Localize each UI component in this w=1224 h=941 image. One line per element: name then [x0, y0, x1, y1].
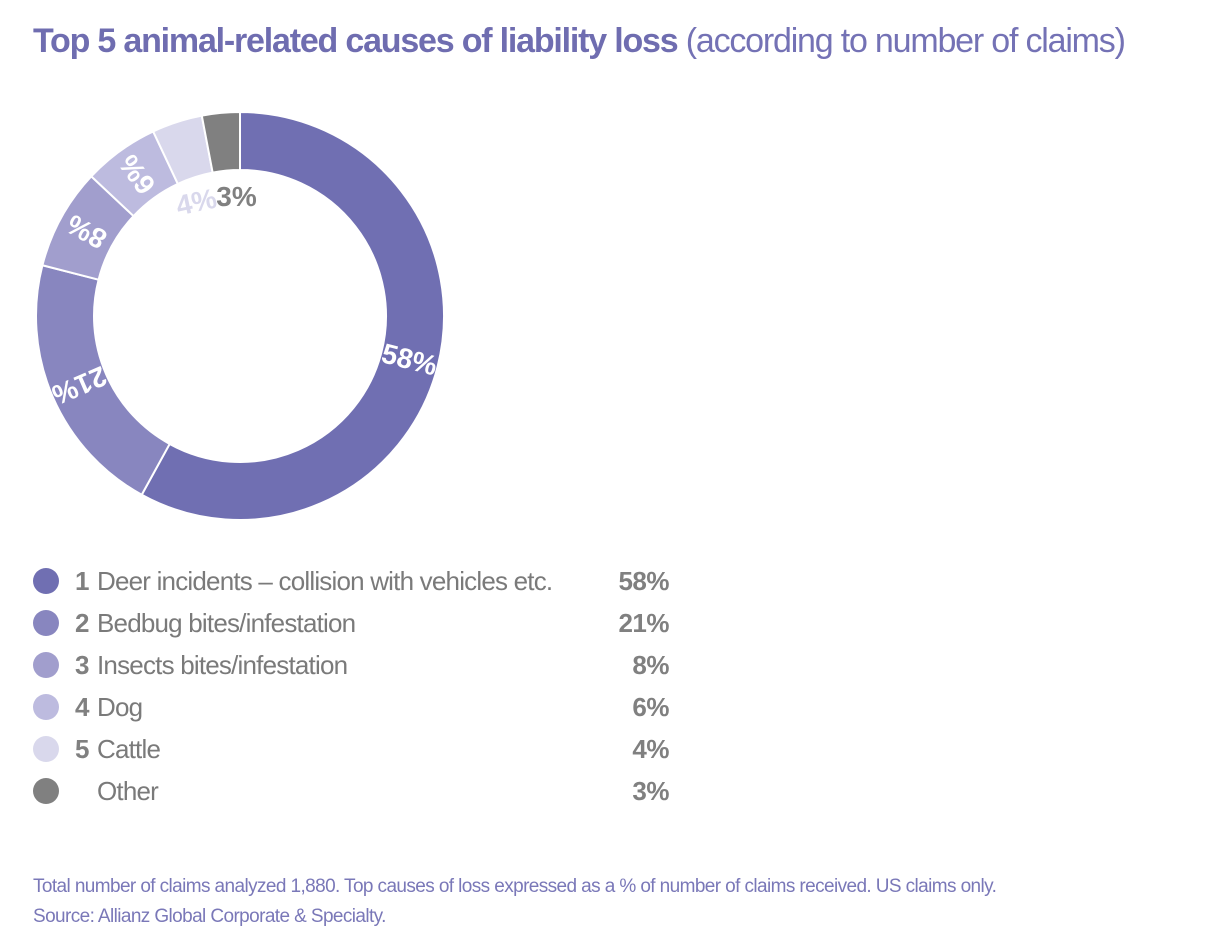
legend-rank: 2: [75, 607, 89, 638]
legend-swatch: [33, 694, 59, 720]
legend-label: Bedbug bites/infestation: [97, 607, 356, 638]
legend-label: Dog: [97, 691, 143, 722]
legend-value: 3%: [632, 775, 669, 806]
footnote-line: Total number of claims analyzed 1,880. T…: [33, 876, 997, 897]
legend-swatch: [33, 652, 59, 678]
legend-item: 2 Bedbug bites/infestation 21%: [33, 602, 673, 644]
legend-swatch: [33, 778, 59, 804]
legend-label: Cattle: [97, 733, 161, 764]
legend-rank: 1: [75, 565, 89, 596]
legend-value: 21%: [618, 607, 669, 638]
chart-title: Top 5 animal-related causes of liability…: [33, 22, 1126, 61]
legend-item: 4 Dog 6%: [33, 686, 673, 728]
legend-label: Other: [97, 775, 159, 806]
legend-value: 4%: [632, 733, 669, 764]
donut-chart: 58%21%8%6%4%3%: [35, 110, 445, 521]
legend-value: 6%: [632, 691, 669, 722]
legend-label: Deer incidents – collision with vehicles…: [97, 565, 553, 596]
donut-segment-deer: [140, 110, 445, 521]
data-label-other: 3%: [216, 181, 257, 212]
legend-swatch: [33, 610, 59, 636]
data-label-cattle: 4%: [173, 183, 219, 222]
legend-rank: 4: [75, 691, 89, 722]
legend-rank: 5: [75, 733, 89, 764]
chart-title-subtitle: (according to number of claims): [685, 22, 1126, 60]
donut-segment-other: [200, 110, 241, 174]
legend-value: 58%: [618, 565, 669, 596]
legend: 1 Deer incidents – collision with vehicl…: [33, 560, 673, 812]
legend-item: 3 Insects bites/infestation 8%: [33, 644, 673, 686]
legend-item: 1 Deer incidents – collision with vehicl…: [33, 560, 673, 602]
legend-label: Insects bites/infestation: [97, 649, 348, 680]
footnote-source: Source: Allianz Global Corporate & Speci…: [33, 906, 386, 927]
footnote: Total number of claims analyzed 1,880. T…: [33, 872, 997, 932]
donut-segments: [35, 110, 445, 521]
legend-rank: 3: [75, 649, 89, 680]
legend-value: 8%: [632, 649, 669, 680]
legend-swatch: [33, 568, 59, 594]
chart-title-main: Top 5 animal-related causes of liability…: [33, 22, 679, 60]
legend-swatch: [33, 736, 59, 762]
legend-item: Other 3%: [33, 770, 673, 812]
legend-item: 5 Cattle 4%: [33, 728, 673, 770]
